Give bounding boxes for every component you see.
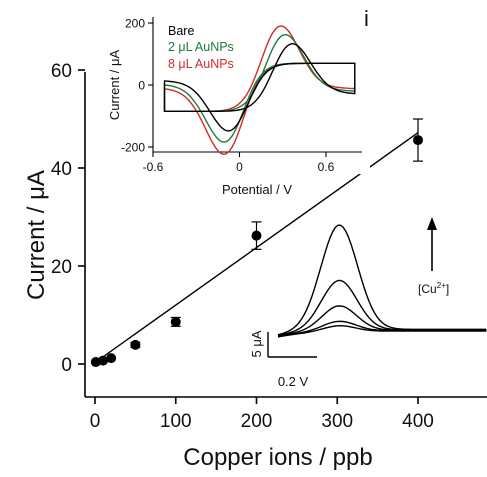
main-data-points	[90, 118, 423, 368]
main-x-tick-label: 200	[241, 411, 273, 432]
cv-x-tick-label: 0.6	[318, 160, 335, 174]
scale-bar-y-label: 5 μA	[249, 330, 264, 357]
swv-inset: 5 μA 0.2 V [Cu2+]	[249, 217, 487, 389]
main-y-tick-label: 0	[61, 355, 72, 376]
main-x-tick-label: 0	[90, 411, 101, 432]
concentration-label-charge: 2+	[437, 281, 446, 290]
cv-y-tick-label: 200	[125, 17, 145, 31]
main-axes	[84, 72, 487, 398]
cv-x-tick-label: -0.6	[143, 160, 164, 174]
main-y-ticks: 0 20 40 60	[51, 61, 85, 376]
main-y-tick-label: 20	[51, 257, 72, 278]
concentration-arrow	[427, 217, 437, 271]
swv-curve	[277, 224, 487, 336]
cv-y-ticks: -200 0 200	[121, 17, 153, 155]
scale-bar-x-label: 0.2 V	[278, 374, 309, 389]
cv-y-axis-label: Current / μA	[107, 50, 122, 121]
cv-legend-2ul: 2 μL AuNPs	[168, 40, 234, 54]
cv-curve	[163, 43, 356, 132]
cv-legend: Bare 2 μL AuNPs 8 μL AuNPs	[168, 24, 234, 71]
main-y-axis-label: Current / μA	[23, 170, 50, 300]
main-x-ticks: 0 100 200 300 400	[90, 397, 434, 432]
data-point	[130, 339, 141, 350]
concentration-label: [Cu2+]	[418, 281, 449, 296]
cv-legend-bare: Bare	[168, 24, 194, 38]
main-x-tick-label: 100	[160, 411, 192, 432]
panel-label: i	[364, 6, 369, 31]
arrow-head	[427, 217, 437, 230]
cv-curves	[163, 25, 356, 156]
swv-curves	[277, 224, 487, 338]
data-point	[170, 316, 181, 327]
data-point	[106, 353, 117, 364]
data-point	[98, 355, 109, 366]
main-y-tick-label: 40	[51, 159, 72, 180]
cv-y-tick-label: -200	[121, 141, 145, 155]
data-point	[251, 230, 262, 241]
main-chart: 0 20 40 60 0 100 200 300 400 Current / μA Coppe…	[23, 61, 487, 471]
data-point	[413, 135, 423, 146]
cv-legend-8ul: 8 μL AuNPs	[168, 57, 234, 71]
cv-y-tick-label: 0	[138, 79, 145, 93]
concentration-label-open: [Cu	[418, 282, 437, 296]
main-y-tick-label: 60	[51, 61, 72, 82]
swv-scale-bar	[267, 332, 317, 358]
main-x-tick-label: 400	[402, 411, 434, 432]
main-x-axis-label: Copper ions / ppb	[183, 444, 372, 471]
cv-x-tick-label: 0	[236, 160, 243, 174]
cv-inset: -200 0 200 -0.6 0 0.6 Current / μA Potential…	[100, 6, 370, 197]
concentration-label-close: ]	[446, 282, 449, 296]
cv-x-ticks: -0.6 0 0.6	[143, 152, 335, 174]
main-x-tick-label: 300	[321, 411, 353, 432]
cv-x-axis-label: Potential / V	[222, 182, 292, 197]
cv-inset-background	[100, 6, 370, 174]
